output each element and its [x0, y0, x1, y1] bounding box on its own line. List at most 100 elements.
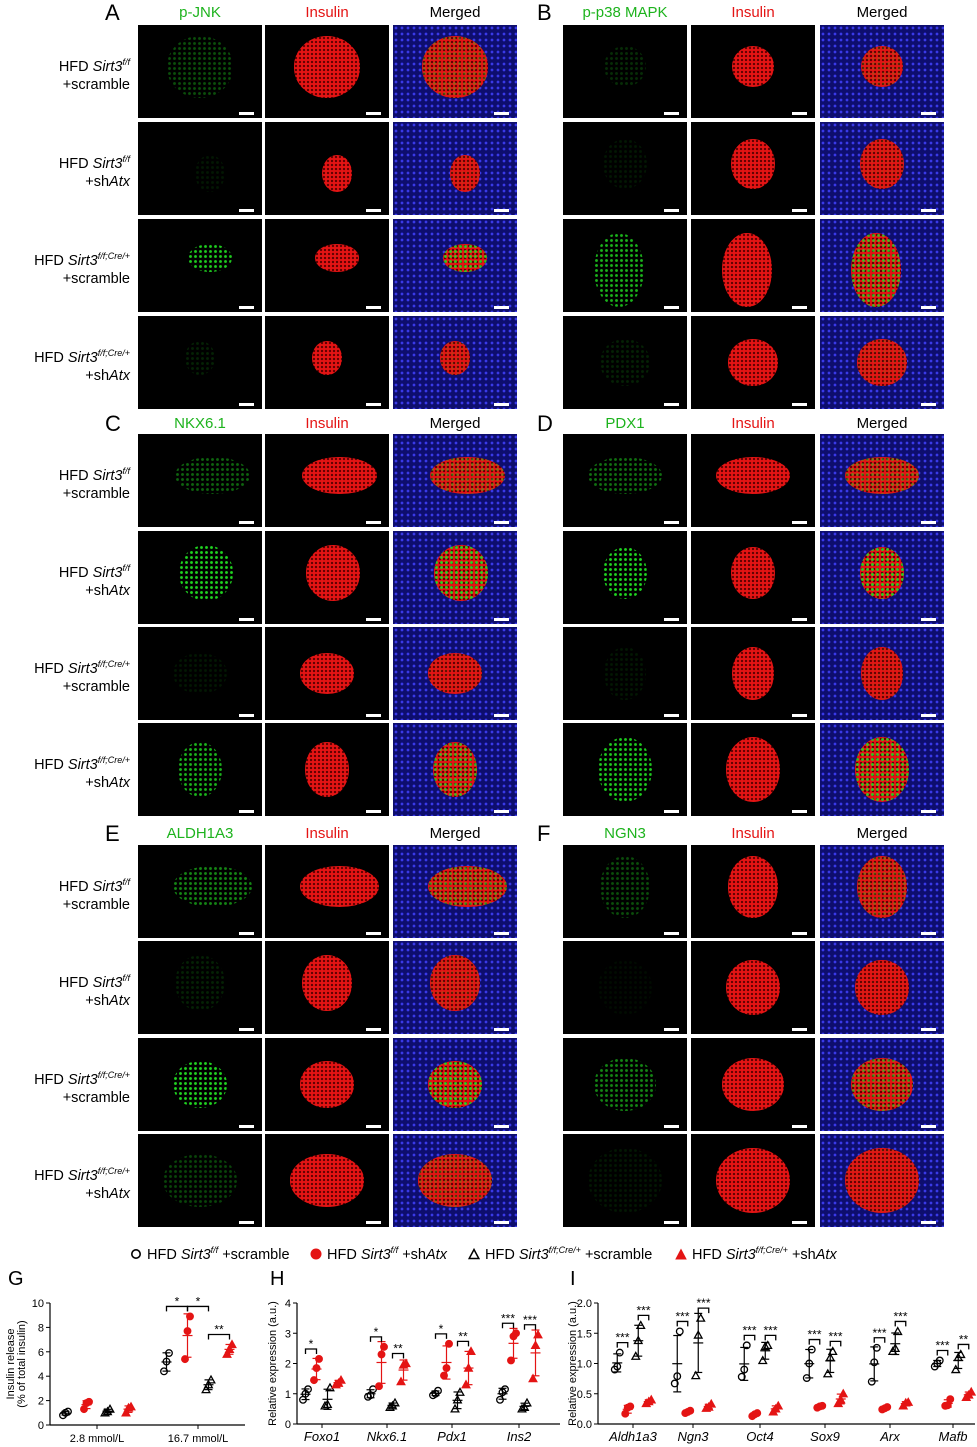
scale-bar	[366, 403, 381, 406]
micrograph-d-merged	[820, 723, 944, 816]
micrograph-e-insulin	[265, 941, 389, 1034]
significance-bracket	[829, 1340, 842, 1347]
significance-bracket	[207, 1333, 231, 1340]
channel-header: Merged	[856, 4, 908, 21]
green-signal	[175, 457, 250, 495]
scale-bar	[494, 618, 509, 621]
row-label-gene: Sirt3	[67, 349, 98, 366]
legend-item: HFD Sirt3f/f;Cre/+ +shAtx	[675, 1245, 837, 1263]
legend-treatment: +scramble	[218, 1246, 290, 1263]
data-point	[892, 1326, 903, 1336]
micrograph-d-green	[563, 434, 687, 527]
y-axis-label: Insulin release	[5, 1329, 17, 1400]
data-point	[530, 1340, 541, 1349]
scale-bar	[366, 1028, 381, 1031]
scale-bar	[792, 618, 807, 621]
insulin-islet	[722, 232, 772, 308]
insulin-islet	[322, 154, 352, 192]
micrograph-e-merged	[393, 845, 517, 938]
insulin-islet	[312, 341, 342, 375]
scale-bar	[792, 932, 807, 935]
channel-header: Merged	[429, 415, 481, 432]
micrograph-f-insulin	[691, 845, 815, 938]
significance-label: ***	[523, 1313, 537, 1327]
scale-bar	[921, 306, 936, 309]
channel-header: PDX1	[605, 415, 645, 432]
row-label-genotype: f/f;Cre/+	[97, 755, 130, 765]
significance-label: *	[196, 1294, 201, 1308]
significance-bracket	[764, 1334, 777, 1341]
row-label-treatment: +scramble	[62, 76, 130, 93]
y-tick-label: 2.0	[577, 1298, 592, 1310]
data-point	[805, 1359, 814, 1368]
green-signal	[603, 46, 647, 88]
legend-genotype: f/f	[390, 1245, 399, 1255]
row-label-treatment-gene: Atx	[109, 1185, 130, 1202]
scale-bar	[239, 618, 254, 621]
row-label: HFD Sirt3f/f;Cre/+ +scramble	[0, 1066, 130, 1107]
channel-header: Insulin	[731, 415, 775, 432]
scale-bar	[792, 209, 807, 212]
micrograph-f-insulin	[691, 1134, 815, 1227]
micrograph-a-merged	[393, 122, 517, 215]
legend-prefix: HFD	[327, 1246, 361, 1263]
y-tick-label: 2	[38, 1396, 44, 1408]
micrograph-e-merged	[393, 1038, 517, 1131]
data-point	[867, 1377, 876, 1386]
insulin-islet	[302, 457, 377, 495]
row-label-genotype: f/f;Cre/+	[97, 1166, 130, 1176]
data-point	[626, 1402, 635, 1411]
significance-bracket	[434, 1333, 448, 1339]
data-point	[757, 1355, 768, 1365]
data-point	[695, 1312, 706, 1322]
data-point	[375, 1382, 383, 1391]
x-tick-label: 16.7 mmol/L	[168, 1433, 229, 1445]
data-point	[825, 1352, 836, 1362]
green-signal	[602, 546, 648, 599]
scale-bar	[239, 932, 254, 935]
micrograph-f-merged	[820, 845, 944, 938]
row-label-prefix: HFD	[34, 756, 68, 773]
data-point	[385, 1402, 395, 1412]
micrograph-c-green	[138, 531, 262, 624]
green-signal	[597, 959, 653, 1016]
channel-header: Insulin	[305, 4, 349, 21]
data-point	[630, 1351, 641, 1360]
insulin-islet	[440, 341, 470, 375]
scale-bar	[792, 521, 807, 524]
row-label-gene: Sirt3	[67, 1071, 98, 1088]
green-signal	[600, 339, 650, 386]
micrograph-a-insulin	[265, 122, 389, 215]
row-label-prefix: HFD	[58, 58, 93, 75]
micrograph-a-green	[138, 316, 262, 409]
row-label-prefix: HFD	[34, 349, 68, 366]
legend-gene: Sirt3	[360, 1246, 391, 1263]
x-tick-label: Oct4	[746, 1429, 773, 1444]
green-signal	[440, 341, 470, 375]
panel-letter-c: C	[105, 411, 121, 436]
scale-bar	[921, 618, 936, 621]
legend-treatment-gene: Atx	[815, 1246, 837, 1263]
significance-label: ***	[615, 1331, 629, 1345]
micrograph-d-merged	[820, 627, 944, 720]
scale-bar	[366, 306, 381, 309]
channel-header: Insulin	[305, 415, 349, 432]
data-point	[517, 1403, 527, 1413]
y-axis-label: Relative expression (a.u.)	[267, 1301, 279, 1426]
row-label-genotype: f/f	[122, 154, 130, 164]
data-point	[827, 1346, 838, 1356]
chart-letter-h: H	[270, 1268, 284, 1290]
insulin-islet	[299, 1061, 355, 1108]
data-point	[686, 1406, 695, 1415]
row-label-genotype: f/f;Cre/+	[97, 1070, 130, 1080]
row-label-prefix: HFD	[34, 252, 68, 269]
scale-bar	[366, 932, 381, 935]
scale-bar	[921, 521, 936, 524]
data-point	[310, 1376, 318, 1385]
data-point	[890, 1343, 901, 1353]
row-label-gene: Sirt3	[92, 878, 123, 895]
row-label-genotype: f/f	[122, 57, 130, 67]
insulin-islet	[305, 544, 361, 601]
green-signal	[859, 546, 905, 599]
micrograph-c-green	[138, 627, 262, 720]
